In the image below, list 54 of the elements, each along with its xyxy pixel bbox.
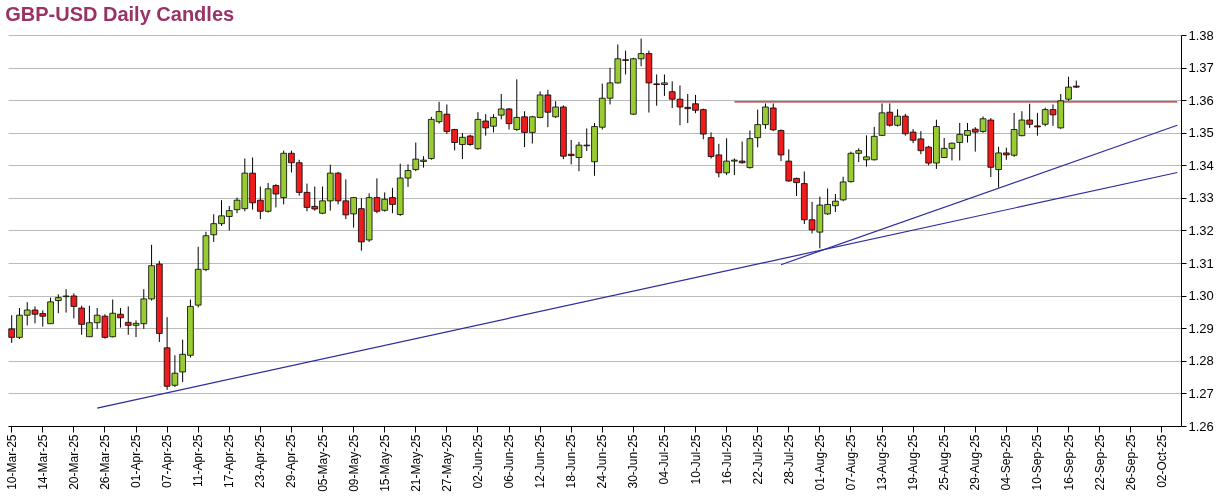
y-tick-label: 1.27 [1188, 385, 1214, 401]
y-tick-label: 1.37 [1188, 60, 1214, 76]
x-tick-label: 13-Aug-25 [875, 434, 890, 491]
x-tick-label: 20-Mar-25 [66, 434, 81, 490]
x-tick-label: 25-Aug-25 [937, 434, 952, 491]
x-tick-label: 23-Apr-25 [253, 434, 268, 488]
x-tick-label: 09-May-25 [346, 434, 361, 492]
x-tick-label: 04-Jul-25 [657, 434, 672, 485]
y-tick-label: 1.30 [1188, 288, 1214, 304]
x-tick-label: 30-Jun-25 [626, 434, 641, 489]
x-tick-label: 01-Apr-25 [129, 434, 144, 488]
x-tick-label: 16-Jul-25 [719, 434, 734, 485]
x-tick-label: 10-Jul-25 [688, 434, 703, 485]
x-tick-label: 22-Sep-25 [1092, 434, 1107, 491]
candlestick [1034, 112, 1041, 137]
x-tick-label: 27-May-25 [439, 434, 454, 492]
y-tick-label: 1.29 [1188, 320, 1214, 336]
x-tick-label: 07-Apr-25 [160, 434, 175, 488]
x-tick-label: 02-Oct-25 [1154, 434, 1169, 488]
candlestick [55, 293, 62, 314]
x-tick-label: 22-Jul-25 [750, 434, 765, 485]
x-tick-label: 11-Apr-25 [191, 434, 206, 487]
x-tick-label: 07-Aug-25 [843, 434, 858, 491]
x-tick-label: 26-Mar-25 [97, 434, 112, 490]
x-tick-label: 10-Sep-25 [1030, 434, 1045, 491]
x-tick-label: 28-Jul-25 [781, 434, 796, 485]
y-tick-label: 1.32 [1188, 223, 1214, 238]
x-tick-label: 24-Jun-25 [595, 434, 610, 489]
x-tick-label: 01-Aug-25 [812, 434, 827, 491]
x-tick-label: 14-Mar-25 [35, 434, 50, 490]
x-tick-label: 16-Sep-25 [1061, 434, 1076, 491]
x-tick-label: 29-Aug-25 [968, 434, 983, 491]
y-tick-label: 1.28 [1188, 353, 1214, 369]
x-tick-label: 29-Apr-25 [284, 434, 299, 488]
x-tick-label: 15-May-25 [377, 434, 392, 492]
x-tick-label: 21-May-25 [408, 434, 423, 492]
y-tick-label: 1.34 [1188, 157, 1214, 173]
chart-title: GBP-USD Daily Candles [5, 3, 235, 25]
x-tick-label: 17-Apr-25 [222, 434, 237, 488]
x-tick-label: 10-Mar-25 [4, 434, 19, 490]
x-tick-label: 18-Jun-25 [564, 434, 579, 489]
x-tick-label: 02-Jun-25 [470, 434, 485, 489]
x-tick-label: 04-Sep-25 [999, 434, 1014, 491]
y-tick-label: 1.33 [1188, 190, 1214, 206]
x-tick-label: 19-Aug-25 [906, 434, 921, 491]
y-tick-label: 1.35 [1188, 125, 1214, 141]
x-tick-label: 05-May-25 [315, 434, 330, 492]
y-tick-label: 1.36 [1188, 92, 1214, 108]
x-tick-label: 06-Jun-25 [502, 434, 517, 489]
y-tick-label: 1.31 [1188, 255, 1214, 271]
x-tick-label: 12-Jun-25 [533, 434, 548, 489]
y-tick-label: 1.38 [1188, 27, 1214, 43]
y-tick-label: 1.26 [1188, 418, 1214, 434]
x-tick-label: 26-Sep-25 [1123, 434, 1138, 491]
